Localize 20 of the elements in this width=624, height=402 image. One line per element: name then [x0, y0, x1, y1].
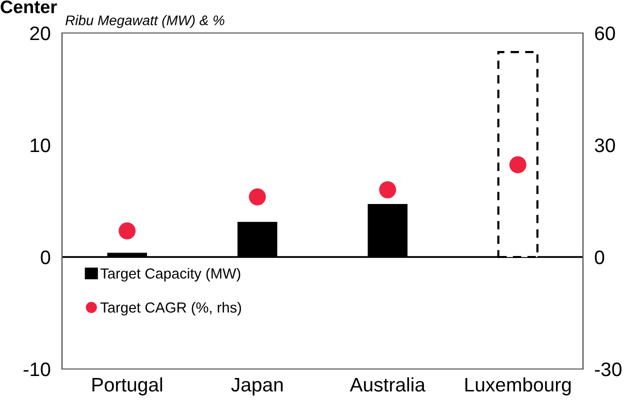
y2-tick-label: 60	[595, 26, 615, 40]
legend-label: Target CAGR (%, rhs)	[100, 302, 242, 316]
y-tick-label: 20	[30, 26, 50, 40]
y-tick-label: -10	[24, 362, 50, 376]
chart-title: Center	[0, 0, 57, 14]
y2-tick-label: 0	[594, 250, 604, 264]
y2-tick-label: -30	[594, 362, 622, 376]
point	[379, 181, 396, 198]
point	[248, 188, 266, 206]
y-axis-title: Ribu Megawatt (MW) & %	[66, 15, 224, 28]
point	[118, 222, 136, 240]
y2-tick-label: 30	[594, 138, 615, 152]
y-tick-label: 0	[40, 250, 50, 264]
legend-label: Target Capacity (MW)	[100, 268, 240, 282]
point	[509, 156, 526, 174]
x-tick-label: Luxembourg	[465, 377, 571, 396]
x-tick-label: Australia	[350, 377, 426, 392]
y-tick-label: 10	[30, 138, 50, 152]
x-tick-label: Portugal	[92, 377, 162, 396]
x-tick-label: Japan	[231, 378, 283, 396]
